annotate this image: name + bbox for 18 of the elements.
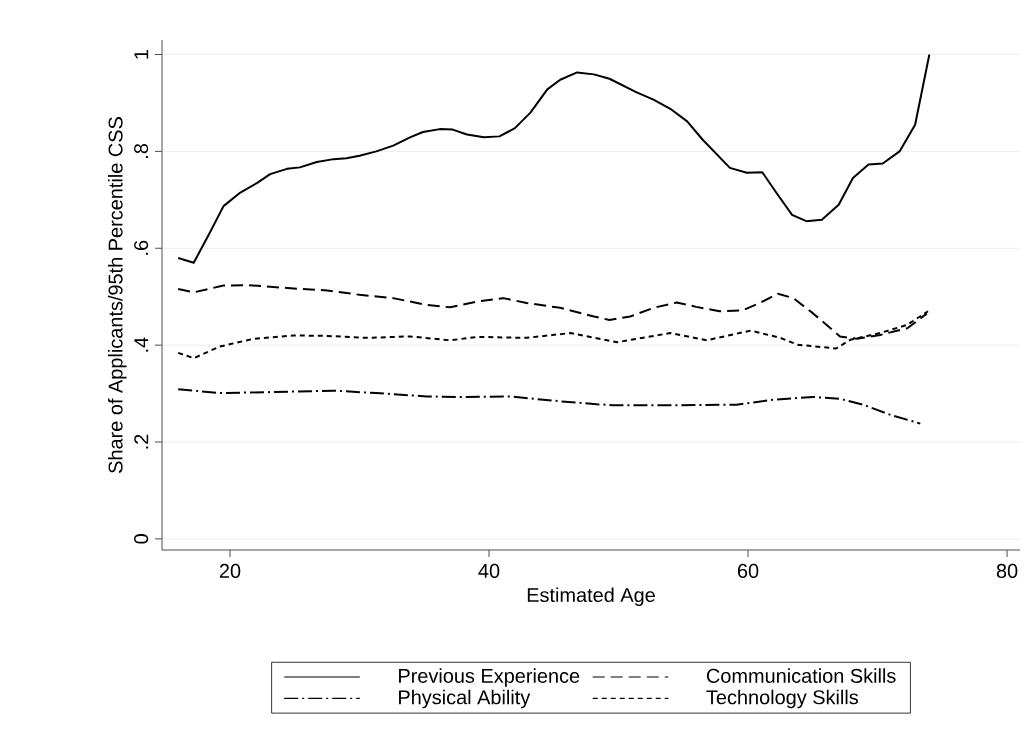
legend-label: Previous Experience: [399, 668, 580, 687]
x-tick-label: 20: [219, 563, 241, 578]
legend-label: Communication Skills: [706, 668, 896, 683]
y-tick-label: .4: [134, 337, 149, 352]
y-tick-label: .2: [134, 434, 149, 449]
y-tick-label: 0: [134, 534, 149, 544]
y-tick-label: .8: [134, 143, 149, 158]
y-axis-title: Share of Applicants/95th Percentile CSS: [108, 117, 127, 473]
y-tick-label: .6: [134, 240, 149, 255]
y-tick-label: 1: [134, 49, 149, 59]
line-series: [177, 388, 922, 425]
line-series: [177, 53, 931, 264]
x-tick-label: 60: [737, 563, 759, 578]
x-tick-label: 80: [996, 563, 1018, 578]
x-axis-title: Estimated Age: [527, 587, 655, 607]
legend-label: Technology Skills: [706, 689, 858, 709]
x-tick-label: 40: [478, 563, 500, 578]
legend-label: Physical Ability: [399, 689, 531, 709]
